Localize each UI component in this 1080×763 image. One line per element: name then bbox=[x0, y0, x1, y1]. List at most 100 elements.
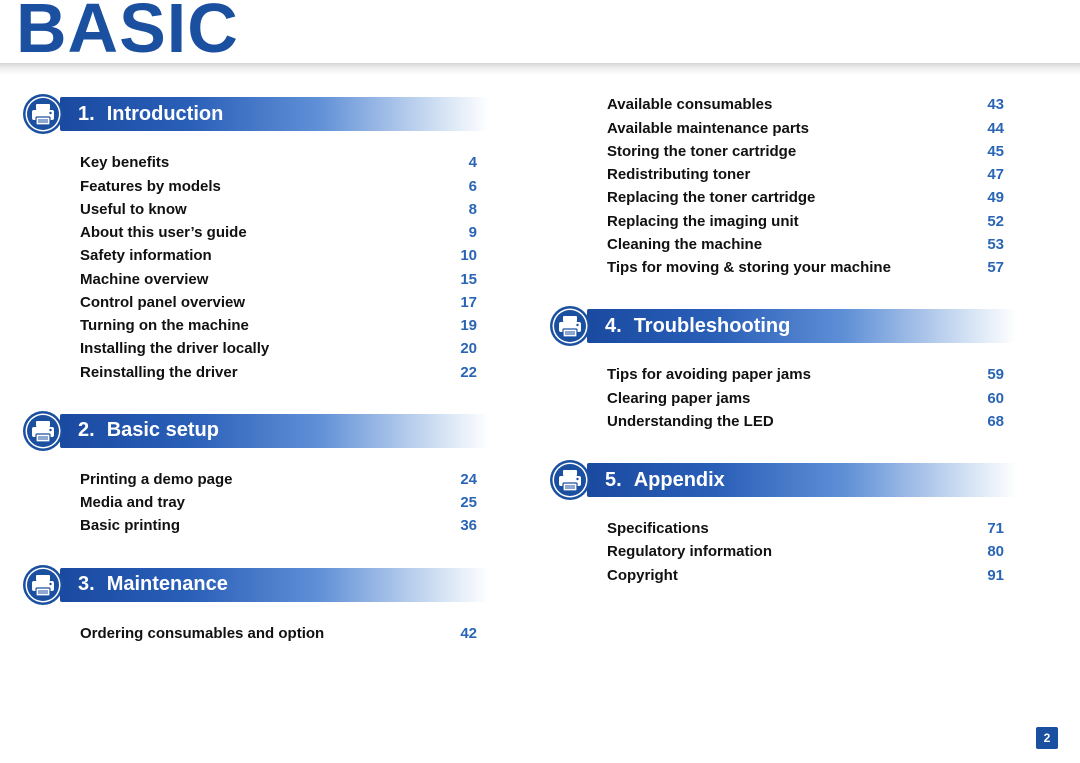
toc-item[interactable]: Installing the driver locally 20 bbox=[80, 337, 477, 360]
section-icon bbox=[22, 564, 64, 606]
toc-item-label: Redistributing toner bbox=[607, 163, 750, 186]
toc-item[interactable]: Reinstalling the driver22 bbox=[80, 361, 477, 384]
toc-item-page: 52 bbox=[978, 210, 1004, 233]
toc-item[interactable]: Replacing the imaging unit 52 bbox=[607, 210, 1004, 233]
toc-item[interactable]: Features by models6 bbox=[80, 175, 477, 198]
toc-item[interactable]: Useful to know8 bbox=[80, 198, 477, 221]
toc-item[interactable]: Available maintenance parts44 bbox=[607, 117, 1004, 140]
section-header[interactable]: 4. Troubleshooting bbox=[549, 305, 1016, 347]
toc-item-label: Machine overview bbox=[80, 268, 208, 291]
section-label: Basic setup bbox=[107, 419, 219, 442]
toc-item-page: 25 bbox=[451, 491, 477, 514]
toc-list: Specifications71Regulatory information 80… bbox=[549, 513, 1016, 593]
toc-item-label: Useful to know bbox=[80, 198, 187, 221]
toc-item[interactable]: Cleaning the machine53 bbox=[607, 233, 1004, 256]
section-number: 3. bbox=[78, 573, 95, 596]
toc-item-page: 36 bbox=[451, 514, 477, 537]
toc-item[interactable]: About this user’s guide 9 bbox=[80, 221, 477, 244]
toc-item[interactable]: Replacing the toner cartridge49 bbox=[607, 186, 1004, 209]
toc-item-label: Media and tray bbox=[80, 491, 185, 514]
toc-item-label: Clearing paper jams bbox=[607, 387, 750, 410]
toc-item[interactable]: Clearing paper jams 60 bbox=[607, 387, 1004, 410]
toc-column-left: 1. Introduction Key benefits4Features by… bbox=[22, 89, 519, 651]
toc-list: Available consumables 43Available mainten… bbox=[549, 89, 1016, 285]
toc-item-page: 20 bbox=[451, 337, 477, 360]
section-label: Appendix bbox=[634, 469, 725, 492]
toc-item-label: Safety information bbox=[80, 244, 212, 267]
toc-item[interactable]: Tips for moving & storing your machine 57 bbox=[607, 256, 1004, 279]
toc-item[interactable]: Control panel overview 17 bbox=[80, 291, 477, 314]
toc-list: Key benefits4Features by models6Useful t… bbox=[22, 147, 489, 390]
section-bar: 4. Troubleshooting bbox=[587, 309, 1016, 343]
toc-item-label: Printing a demo page bbox=[80, 468, 233, 491]
toc-item-label: Understanding the LED bbox=[607, 410, 774, 433]
toc-item[interactable]: Redistributing toner 47 bbox=[607, 163, 1004, 186]
toc-item[interactable]: Understanding the LED68 bbox=[607, 410, 1004, 433]
toc-item-page: 19 bbox=[451, 314, 477, 337]
toc-item[interactable]: Specifications71 bbox=[607, 517, 1004, 540]
section-header[interactable]: 3. Maintenance bbox=[22, 564, 489, 606]
section-header[interactable]: 2. Basic setup bbox=[22, 410, 489, 452]
toc-item-label: Available consumables bbox=[607, 93, 772, 116]
toc-item-label: Cleaning the machine bbox=[607, 233, 762, 256]
toc-item[interactable]: Copyright 91 bbox=[607, 564, 1004, 587]
toc-item[interactable]: Regulatory information 80 bbox=[607, 540, 1004, 563]
toc-list: Printing a demo page24Media and tray25Ba… bbox=[22, 464, 489, 544]
toc-item-page: 91 bbox=[978, 564, 1004, 587]
section-number: 5. bbox=[605, 469, 622, 492]
toc-item-page: 9 bbox=[451, 221, 477, 244]
toc-item[interactable]: Safety information10 bbox=[80, 244, 477, 267]
toc-item[interactable]: Ordering consumables and option42 bbox=[80, 622, 477, 645]
section-bar: 5. Appendix bbox=[587, 463, 1016, 497]
toc-item-page: 44 bbox=[978, 117, 1004, 140]
toc-item-label: Copyright bbox=[607, 564, 678, 587]
toc-item-page: 80 bbox=[978, 540, 1004, 563]
toc-item-label: Tips for moving & storing your machine bbox=[607, 256, 891, 279]
toc-item-page: 17 bbox=[451, 291, 477, 314]
toc-item-page: 45 bbox=[978, 140, 1004, 163]
toc-item-page: 47 bbox=[978, 163, 1004, 186]
section-header[interactable]: 5. Appendix bbox=[549, 459, 1016, 501]
toc-item[interactable]: Tips for avoiding paper jams59 bbox=[607, 363, 1004, 386]
toc-column-right: Available consumables 43Available mainten… bbox=[519, 89, 1064, 651]
toc-item-label: Regulatory information bbox=[607, 540, 772, 563]
toc-list: Ordering consumables and option42 bbox=[22, 618, 489, 651]
section-icon bbox=[549, 305, 591, 347]
toc-item-label: Installing the driver locally bbox=[80, 337, 269, 360]
section-bar: 3. Maintenance bbox=[60, 568, 489, 602]
printer-icon bbox=[22, 93, 64, 135]
toc-item[interactable]: Printing a demo page24 bbox=[80, 468, 477, 491]
toc-item-label: Turning on the machine bbox=[80, 314, 249, 337]
toc-item-label: About this user’s guide bbox=[80, 221, 247, 244]
toc-item[interactable]: Media and tray 25 bbox=[80, 491, 477, 514]
toc-item-label: Replacing the imaging unit bbox=[607, 210, 799, 233]
toc-item[interactable]: Storing the toner cartridge 45 bbox=[607, 140, 1004, 163]
toc-item-page: 43 bbox=[978, 93, 1004, 116]
toc-item[interactable]: Turning on the machine 19 bbox=[80, 314, 477, 337]
printer-icon bbox=[22, 410, 64, 452]
toc-item[interactable]: Available consumables 43 bbox=[607, 93, 1004, 116]
section-number: 2. bbox=[78, 419, 95, 442]
toc-item-label: Storing the toner cartridge bbox=[607, 140, 796, 163]
section-header[interactable]: 1. Introduction bbox=[22, 93, 489, 135]
toc-item-label: Features by models bbox=[80, 175, 221, 198]
toc-item-page: 60 bbox=[978, 387, 1004, 410]
toc-item[interactable]: Basic printing 36 bbox=[80, 514, 477, 537]
toc-item[interactable]: Key benefits4 bbox=[80, 151, 477, 174]
printer-icon bbox=[549, 305, 591, 347]
section-bar: 1. Introduction bbox=[60, 97, 489, 131]
toc-item[interactable]: Machine overview15 bbox=[80, 268, 477, 291]
section-label: Maintenance bbox=[107, 573, 228, 596]
toc-item-page: 4 bbox=[451, 151, 477, 174]
toc-item-label: Replacing the toner cartridge bbox=[607, 186, 815, 209]
section-icon bbox=[22, 93, 64, 135]
section-bar: 2. Basic setup bbox=[60, 414, 489, 448]
toc-item-page: 57 bbox=[978, 256, 1004, 279]
section-number: 4. bbox=[605, 315, 622, 338]
toc-item-page: 59 bbox=[978, 363, 1004, 386]
toc-item-label: Basic printing bbox=[80, 514, 180, 537]
printer-icon bbox=[22, 564, 64, 606]
toc-item-page: 42 bbox=[451, 622, 477, 645]
toc-item-page: 71 bbox=[978, 517, 1004, 540]
toc-item-label: Control panel overview bbox=[80, 291, 245, 314]
